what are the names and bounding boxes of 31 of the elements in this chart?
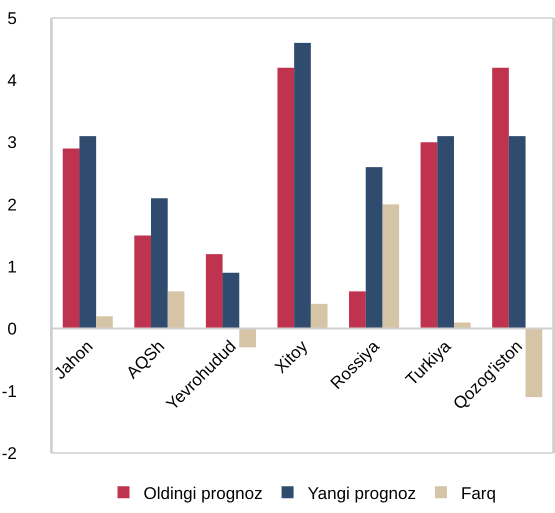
bar <box>62 148 80 329</box>
bar <box>277 68 294 329</box>
bar <box>310 304 328 329</box>
y-tick-label: 2 <box>7 195 17 214</box>
y-tick-label: 1 <box>7 258 17 277</box>
bar <box>222 272 240 329</box>
bar <box>294 42 311 329</box>
bar <box>239 328 256 348</box>
legend-label: Yangi prognoz <box>308 484 416 503</box>
bar <box>420 142 438 329</box>
y-tick-label: 4 <box>7 71 17 90</box>
bar <box>366 167 382 329</box>
bar <box>206 254 223 329</box>
bar <box>437 136 454 329</box>
bar <box>79 136 96 329</box>
y-tick-label: 0 <box>7 320 17 339</box>
bar <box>168 291 184 329</box>
bar <box>134 236 152 329</box>
y-tick-label: 3 <box>7 133 17 152</box>
y-tick-label: 5 <box>7 8 17 28</box>
legend-label: Oldingi prognoz <box>144 484 263 503</box>
bar <box>96 316 113 329</box>
bar <box>492 68 509 329</box>
bar <box>526 328 542 398</box>
legend-label: Farq <box>460 484 496 503</box>
bar <box>151 198 168 329</box>
bar <box>349 291 366 329</box>
y-tick-label: -2 <box>2 444 17 463</box>
bar <box>508 136 526 329</box>
bar <box>382 204 400 329</box>
y-tick-label: -1 <box>2 382 17 401</box>
